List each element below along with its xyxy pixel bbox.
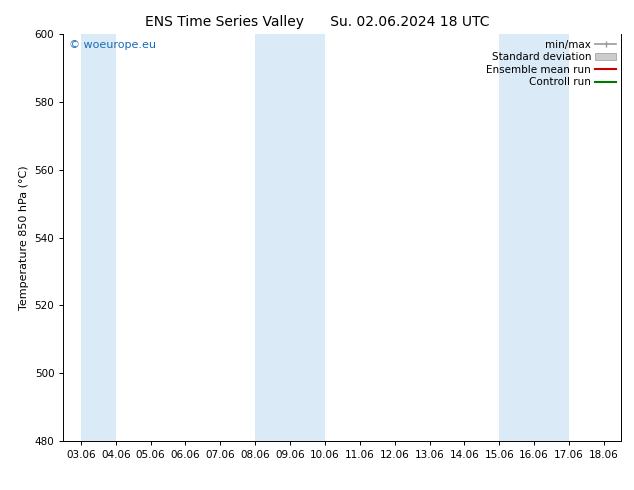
Y-axis label: Temperature 850 hPa (°C): Temperature 850 hPa (°C) (19, 165, 29, 310)
Bar (255, 34, 325, 441)
Text: ENS Time Series Valley      Su. 02.06.2024 18 UTC: ENS Time Series Valley Su. 02.06.2024 18… (145, 15, 489, 29)
Bar (81, 34, 116, 441)
Legend: min/max, Standard deviation, Ensemble mean run, Controll run: min/max, Standard deviation, Ensemble me… (484, 37, 618, 89)
Bar (500, 34, 569, 441)
Text: © woeurope.eu: © woeurope.eu (69, 40, 156, 50)
